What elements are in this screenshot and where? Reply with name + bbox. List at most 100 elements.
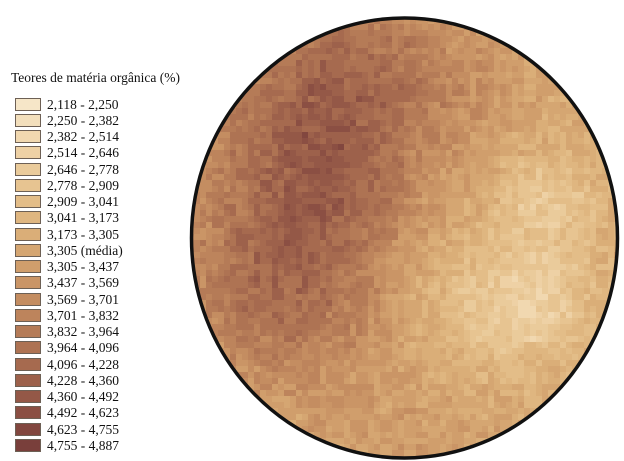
surface-cell	[368, 414, 375, 421]
surface-cell	[320, 96, 327, 103]
surface-cell	[500, 48, 507, 55]
surface-cell	[326, 162, 333, 169]
surface-cell	[278, 144, 285, 151]
surface-cell	[578, 354, 585, 361]
surface-cell	[476, 396, 483, 403]
surface-cell	[566, 126, 573, 133]
surface-cell	[506, 366, 513, 373]
surface-cell	[374, 384, 381, 391]
surface-cell	[584, 240, 591, 247]
surface-cell	[524, 72, 531, 79]
surface-cell	[584, 24, 591, 31]
surface-cell	[614, 372, 618, 379]
surface-cell	[200, 264, 207, 271]
surface-cell	[536, 336, 543, 343]
surface-cell	[512, 18, 519, 25]
surface-cell	[614, 294, 618, 301]
surface-cell	[278, 348, 285, 355]
surface-cell	[422, 222, 429, 229]
surface-cell	[368, 234, 375, 241]
surface-cell	[620, 66, 621, 73]
surface-cell	[530, 360, 537, 367]
surface-cell	[416, 396, 423, 403]
surface-cell	[470, 96, 477, 103]
surface-cell	[290, 60, 297, 67]
surface-cell	[194, 210, 201, 217]
surface-cell	[344, 396, 351, 403]
surface-cell	[320, 306, 327, 313]
surface-cell	[230, 210, 237, 217]
surface-cell	[302, 354, 309, 361]
surface-cell	[344, 150, 351, 157]
surface-cell	[476, 168, 483, 175]
surface-cell	[200, 360, 207, 367]
surface-cell	[506, 30, 513, 37]
surface-cell	[338, 138, 345, 145]
surface-cell	[470, 372, 477, 379]
surface-cell	[476, 360, 483, 367]
surface-cell	[260, 144, 267, 151]
surface-cell	[290, 192, 297, 199]
surface-cell	[452, 348, 459, 355]
surface-cell	[602, 192, 609, 199]
surface-cell	[218, 24, 225, 31]
surface-cell	[494, 24, 501, 31]
surface-cell	[356, 270, 363, 277]
surface-cell	[344, 216, 351, 223]
surface-cell	[596, 30, 603, 37]
surface-cell	[392, 132, 399, 139]
surface-cell	[368, 408, 375, 415]
surface-cell	[602, 408, 609, 415]
surface-cell	[272, 72, 279, 79]
surface-cell	[296, 336, 303, 343]
surface-cell	[488, 18, 495, 19]
surface-cell	[314, 270, 321, 277]
surface-cell	[554, 342, 561, 349]
surface-cell	[206, 414, 213, 421]
surface-cell	[428, 132, 435, 139]
surface-cell	[416, 186, 423, 193]
surface-cell	[560, 60, 567, 67]
surface-cell	[326, 216, 333, 223]
surface-cell	[308, 66, 315, 73]
surface-cell	[434, 246, 441, 253]
surface-cell	[608, 306, 615, 313]
surface-cell	[572, 252, 579, 259]
surface-cell	[482, 18, 489, 25]
surface-cell	[410, 360, 417, 367]
surface-cell	[392, 204, 399, 211]
surface-cell	[572, 138, 579, 145]
surface-cell	[350, 114, 357, 121]
surface-cell	[452, 60, 459, 67]
surface-cell	[464, 48, 471, 55]
surface-cell	[344, 252, 351, 259]
surface-cell	[266, 132, 273, 139]
surface-cell	[224, 246, 231, 253]
surface-cell	[386, 150, 393, 157]
surface-cell	[230, 48, 237, 55]
surface-cell	[284, 402, 291, 409]
surface-cell	[332, 348, 339, 355]
surface-cell	[338, 252, 345, 259]
surface-cell	[542, 252, 549, 259]
surface-cell	[380, 144, 387, 151]
surface-cell	[482, 378, 489, 385]
surface-cell	[242, 18, 249, 19]
surface-cell	[266, 156, 273, 163]
surface-cell	[332, 276, 339, 283]
surface-cell	[422, 126, 429, 133]
surface-cell	[332, 396, 339, 403]
surface-cell	[332, 186, 339, 193]
surface-cell	[560, 210, 567, 217]
surface-cell	[524, 384, 531, 391]
surface-cell	[554, 240, 561, 247]
surface-cell	[236, 72, 243, 79]
surface-cell	[452, 66, 459, 73]
surface-cell	[380, 126, 387, 133]
surface-cell	[242, 366, 249, 373]
surface-cell	[404, 42, 411, 49]
surface-cell	[242, 264, 249, 271]
surface-cell	[218, 30, 225, 37]
surface-cell	[524, 96, 531, 103]
surface-cell	[242, 144, 249, 151]
